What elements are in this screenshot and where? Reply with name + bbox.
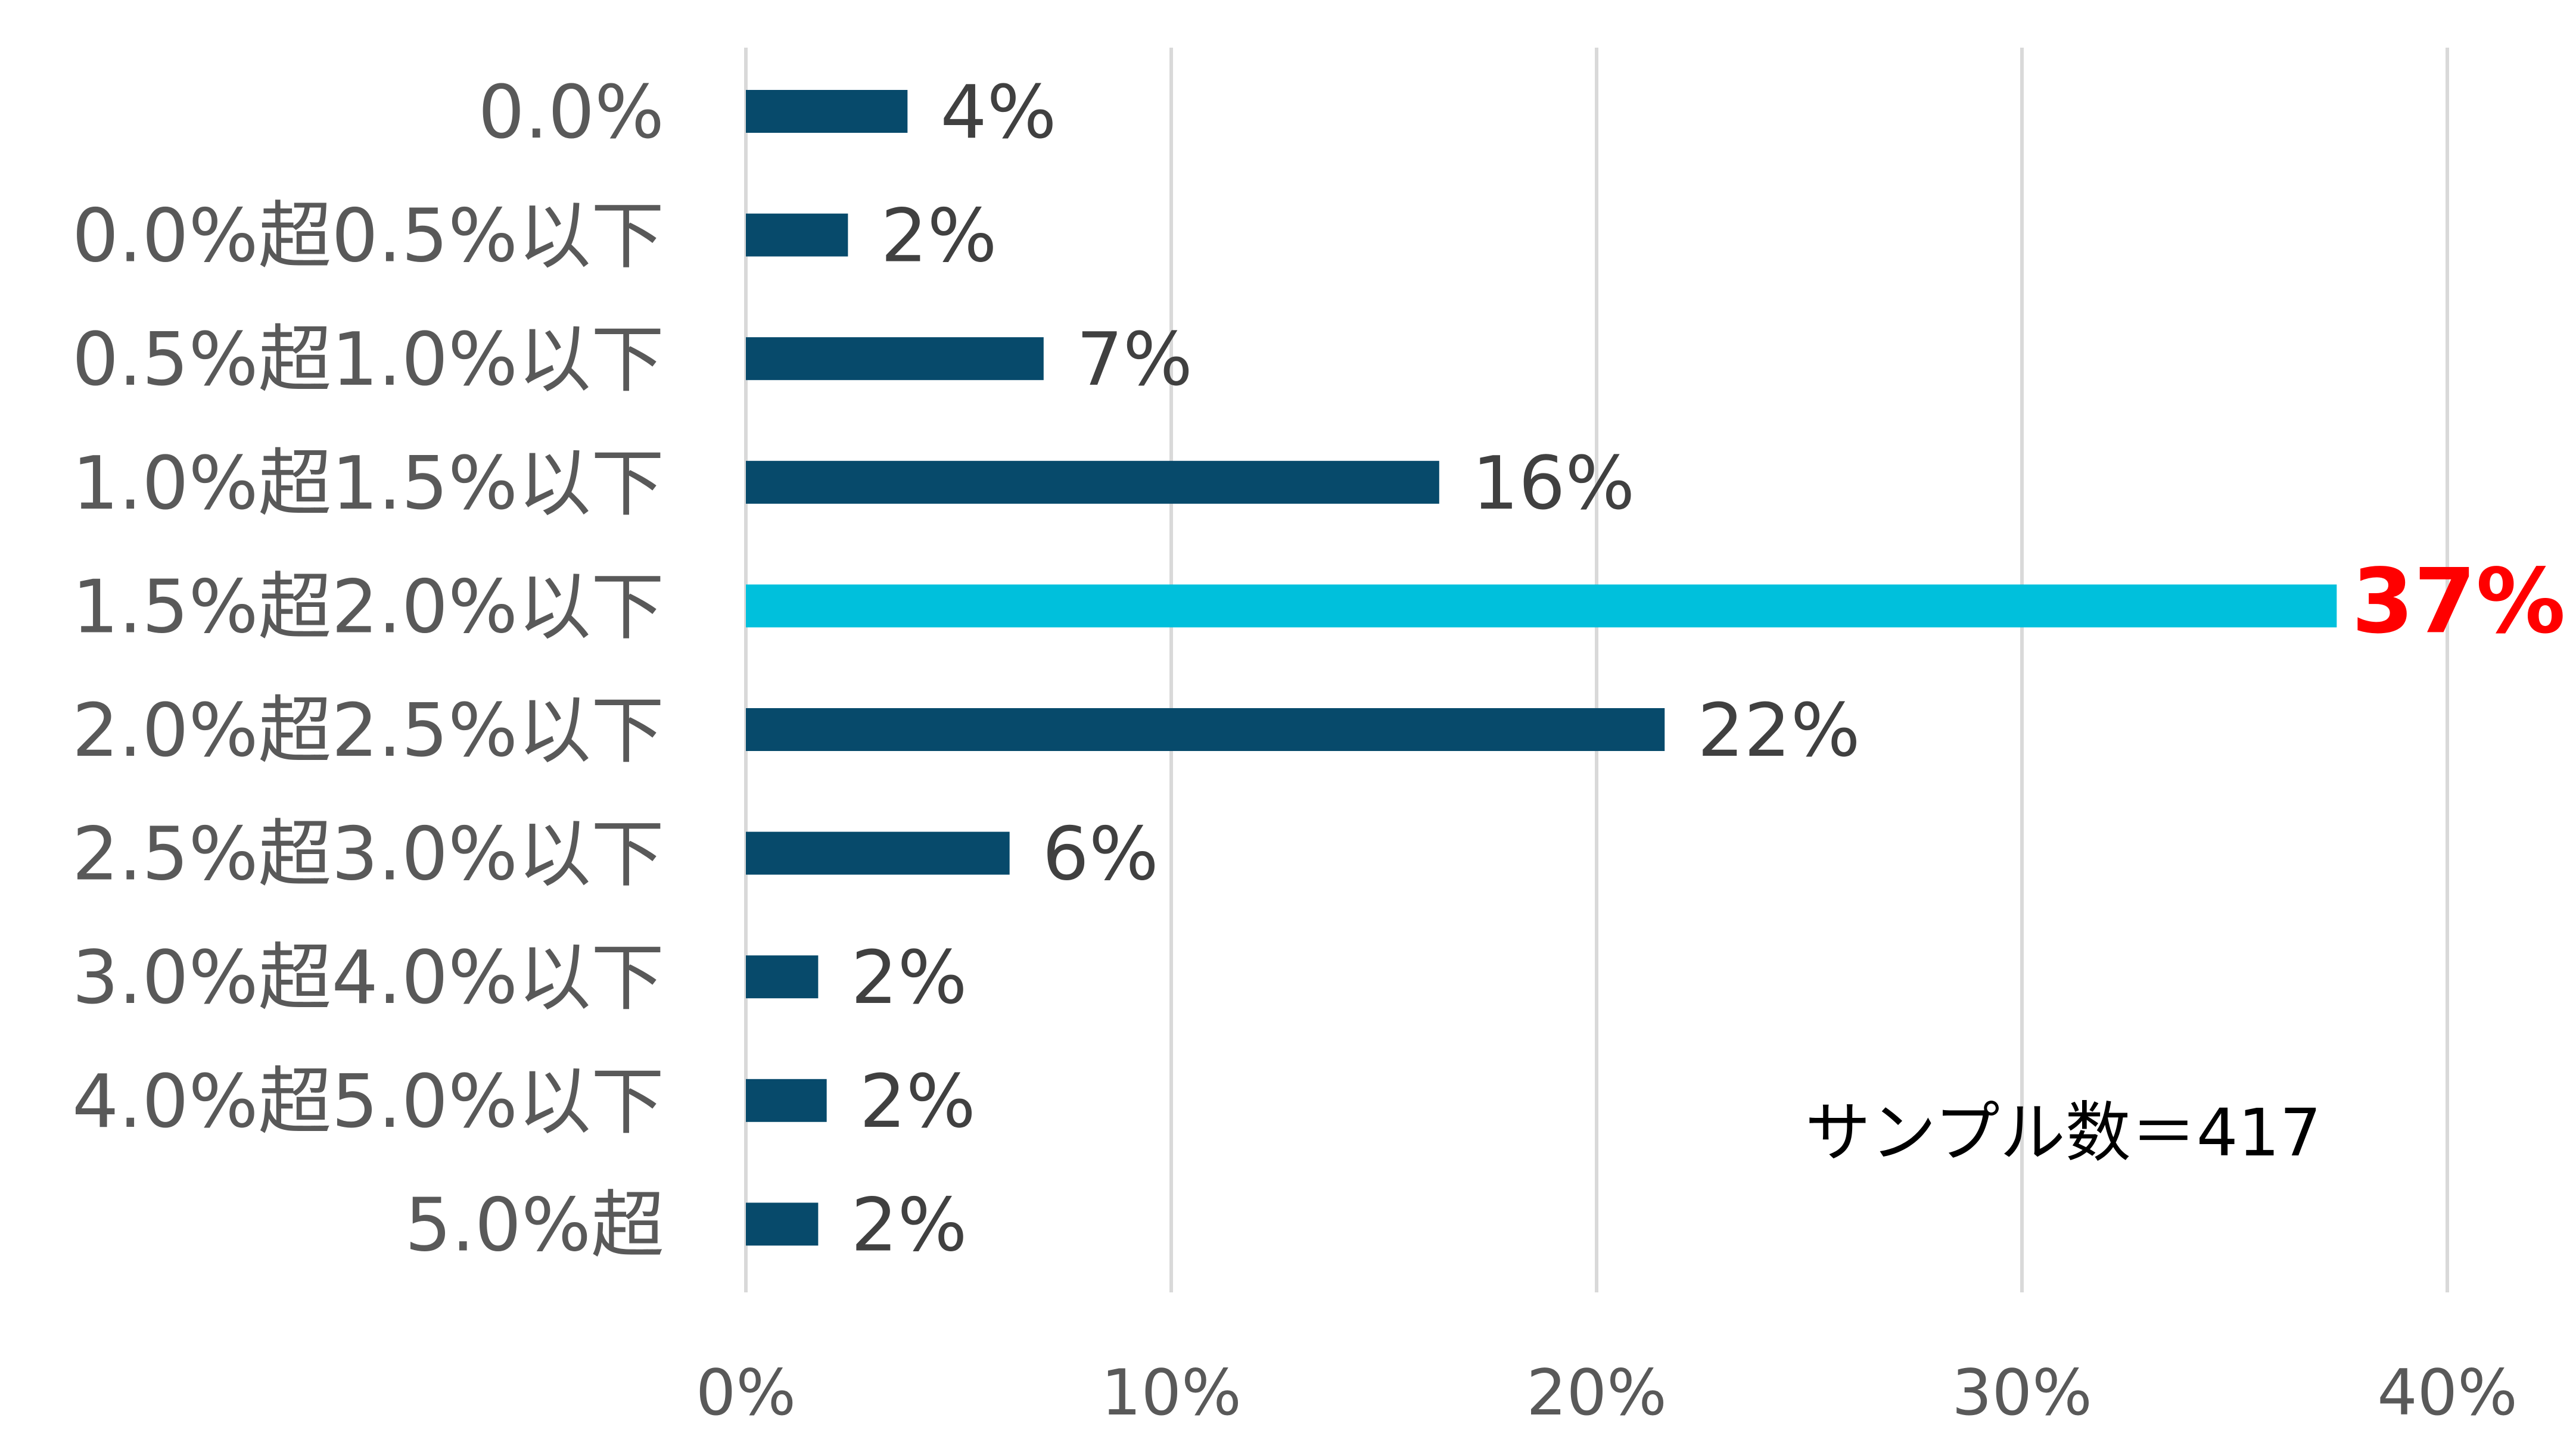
bar [746, 460, 1439, 504]
labels: 0% 10% 20% 30% 40% 0.0% 4% 0.0%超0.5%以下 2% 0.5%超1.… [72, 70, 2565, 1429]
bar [746, 1202, 819, 1246]
category-label: 3.0%超4.0%以下 [72, 936, 664, 1021]
bar [746, 708, 1665, 751]
bar [746, 1079, 827, 1122]
data-label: 4% [940, 70, 1056, 155]
category-label: 2.5%超3.0%以下 [72, 812, 664, 898]
category-label: 0.0%超0.5%以下 [72, 194, 664, 279]
data-label: 2% [851, 1183, 967, 1268]
category-label: 1.0%超1.5%以下 [72, 441, 664, 526]
data-label: 22% [1697, 688, 1860, 774]
x-tick-label: 0% [696, 1356, 796, 1429]
x-tick-label: 40% [2377, 1356, 2518, 1429]
x-tick-label: 20% [1526, 1356, 1667, 1429]
data-label: 6% [1043, 812, 1159, 898]
bar [746, 213, 848, 257]
x-tick-label: 10% [1101, 1356, 1242, 1429]
category-label: 4.0%超5.0%以下 [72, 1060, 664, 1145]
data-label: 2% [860, 1060, 976, 1145]
bars [746, 90, 2337, 1246]
data-label: 37% [2351, 550, 2565, 653]
bar [746, 337, 1044, 381]
data-label: 2% [851, 936, 967, 1021]
category-label: 0.5%超1.0%以下 [72, 317, 664, 403]
category-label: 5.0%超 [405, 1183, 665, 1268]
bar [746, 90, 908, 133]
data-label: 2% [881, 194, 997, 279]
bar [746, 955, 819, 999]
data-label: 7% [1077, 317, 1193, 403]
x-tick-label: 30% [1952, 1356, 2092, 1429]
bar [746, 831, 1010, 875]
sample-size-note: サンプル数＝417 [1805, 1095, 2322, 1171]
data-label: 16% [1472, 441, 1635, 526]
category-label: 0.0% [478, 70, 665, 155]
category-label: 1.5%超2.0%以下 [72, 565, 664, 650]
category-label: 2.0%超2.5%以下 [72, 688, 664, 774]
bar [746, 584, 2337, 628]
